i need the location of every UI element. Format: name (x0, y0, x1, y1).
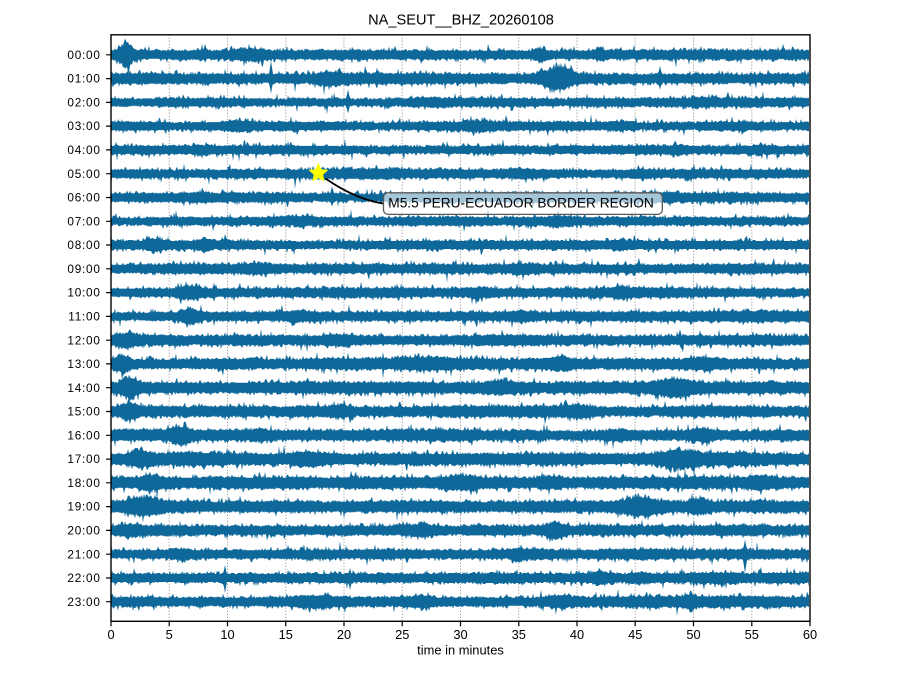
svg-text:M5.5 PERU-ECUADOR BORDER REGIO: M5.5 PERU-ECUADOR BORDER REGION (388, 196, 653, 211)
svg-text:30: 30 (453, 627, 467, 642)
svg-text:18:00: 18:00 (67, 476, 100, 490)
svg-text:0: 0 (107, 627, 114, 642)
svg-text:23:00: 23:00 (67, 595, 100, 609)
svg-text:01:00: 01:00 (67, 72, 100, 86)
svg-text:07:00: 07:00 (67, 214, 100, 228)
svg-text:11:00: 11:00 (68, 310, 100, 324)
svg-text:14:00: 14:00 (67, 381, 100, 395)
svg-text:20: 20 (337, 627, 351, 642)
svg-text:15: 15 (279, 627, 293, 642)
svg-text:02:00: 02:00 (67, 96, 100, 110)
svg-text:08:00: 08:00 (67, 238, 100, 252)
svg-text:05:00: 05:00 (67, 167, 100, 181)
svg-text:10: 10 (220, 627, 234, 642)
svg-text:19:00: 19:00 (67, 500, 100, 514)
svg-text:00:00: 00:00 (67, 48, 100, 62)
svg-text:21:00: 21:00 (67, 547, 100, 561)
svg-text:35: 35 (512, 627, 526, 642)
svg-text:55: 55 (745, 627, 759, 642)
svg-text:22:00: 22:00 (67, 571, 100, 585)
svg-text:25: 25 (395, 627, 409, 642)
svg-text:60: 60 (803, 627, 817, 642)
svg-text:time in minutes: time in minutes (417, 642, 504, 657)
svg-text:10:00: 10:00 (67, 286, 100, 300)
svg-text:17:00: 17:00 (67, 452, 100, 466)
svg-text:50: 50 (686, 627, 700, 642)
svg-text:04:00: 04:00 (67, 143, 100, 157)
svg-text:45: 45 (628, 627, 642, 642)
svg-text:06:00: 06:00 (67, 191, 100, 205)
svg-text:NA_SEUT__BHZ_20260108: NA_SEUT__BHZ_20260108 (368, 13, 554, 29)
svg-text:20:00: 20:00 (67, 524, 100, 538)
svg-text:03:00: 03:00 (67, 119, 100, 133)
svg-text:13:00: 13:00 (67, 357, 100, 371)
svg-text:15:00: 15:00 (67, 405, 100, 419)
svg-text:12:00: 12:00 (67, 333, 100, 347)
svg-text:16:00: 16:00 (67, 428, 100, 442)
svg-text:40: 40 (570, 627, 584, 642)
svg-text:5: 5 (166, 627, 173, 642)
svg-text:09:00: 09:00 (67, 262, 100, 276)
